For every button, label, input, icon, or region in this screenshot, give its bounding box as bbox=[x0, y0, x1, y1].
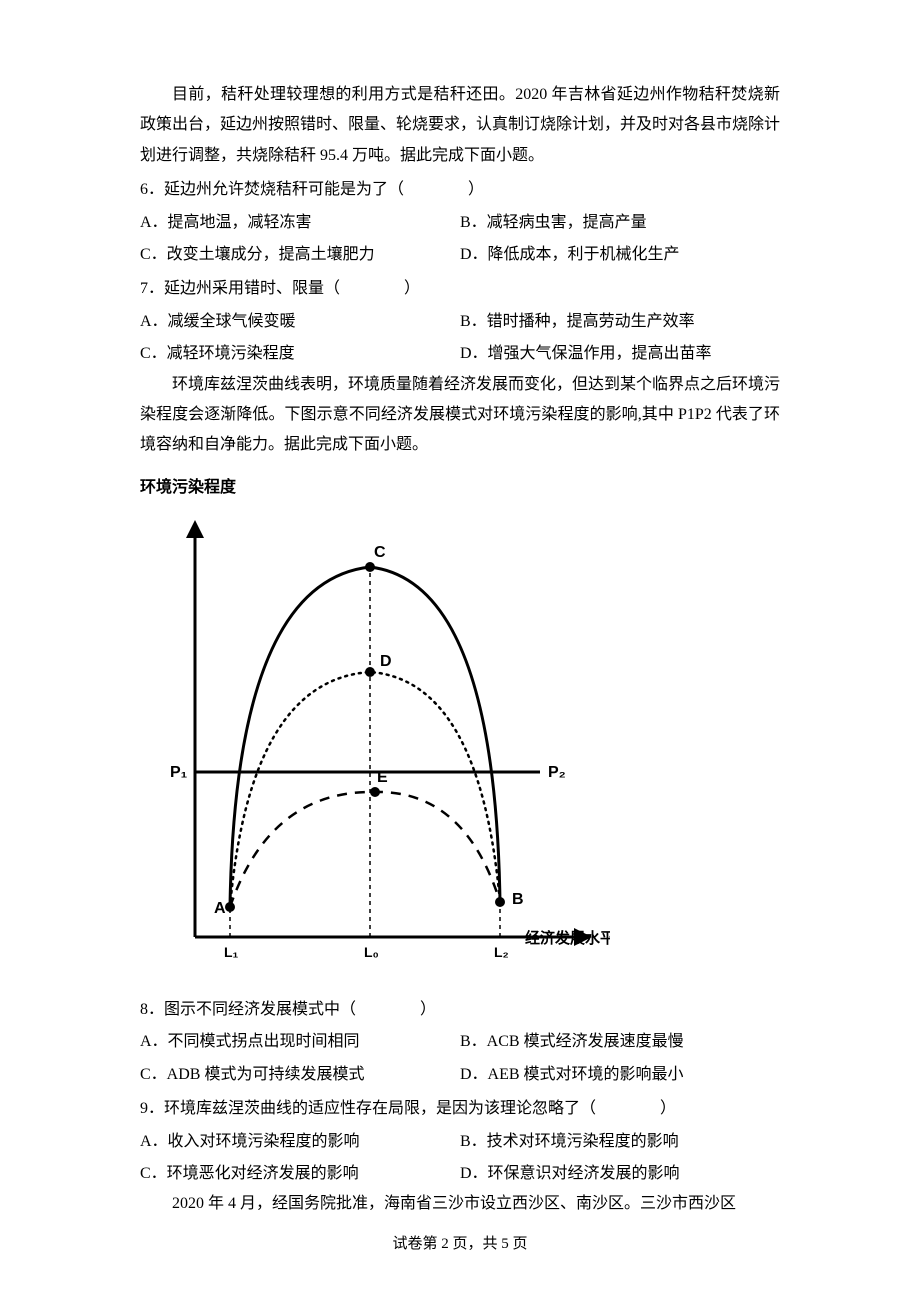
svg-text:D: D bbox=[380, 653, 392, 670]
question-8: 8．图示不同经济发展模式中（ ） A．不同模式拐点出现时间相同 B．ACB 模式… bbox=[140, 995, 780, 1090]
svg-text:经济发展水平: 经济发展水平 bbox=[525, 929, 610, 947]
page-footer: 试卷第 2 页，共 5 页 bbox=[140, 1230, 780, 1259]
q6-opt-a: A．提高地温，减轻冻害 bbox=[140, 208, 460, 238]
svg-text:L₁: L₁ bbox=[224, 944, 239, 960]
q9-opt-b: B．技术对环境污染程度的影响 bbox=[460, 1127, 780, 1157]
svg-text:P₂: P₂ bbox=[548, 764, 566, 781]
q7-opt-d: D．增强大气保温作用，提高出苗率 bbox=[460, 339, 780, 369]
passage-1: 目前，秸秆处理较理想的利用方式是秸秆还田。2020 年吉林省延边州作物秸秆焚烧新… bbox=[140, 80, 780, 171]
q9-stem: 9．环境库兹涅茨曲线的适应性存在局限，是因为该理论忽略了（ ） bbox=[140, 1094, 780, 1124]
q9-opt-d: D．环保意识对经济发展的影响 bbox=[460, 1159, 780, 1189]
question-9: 9．环境库兹涅茨曲线的适应性存在局限，是因为该理论忽略了（ ） A．收入对环境污… bbox=[140, 1094, 780, 1189]
svg-text:E: E bbox=[377, 769, 388, 786]
svg-text:P₁: P₁ bbox=[170, 764, 188, 781]
q6-opt-b: B．减轻病虫害，提高产量 bbox=[460, 208, 780, 238]
q6-opt-d: D．降低成本，利于机械化生产 bbox=[460, 240, 780, 270]
q8-stem: 8．图示不同经济发展模式中（ ） bbox=[140, 995, 780, 1025]
passage-2: 环境库兹涅茨曲线表明，环境质量随着经济发展而变化，但达到某个临界点之后环境污染程… bbox=[140, 370, 780, 461]
kuznets-chart: A B C D E P₁ P₂ L₁ L₀ L₂ 经济发展水平 bbox=[140, 507, 610, 987]
q8-opt-c: C．ADB 模式为可持续发展模式 bbox=[140, 1060, 460, 1090]
q9-opt-c: C．环境恶化对经济发展的影响 bbox=[140, 1159, 460, 1189]
chart-y-title: 环境污染程度 bbox=[140, 473, 780, 503]
svg-text:A: A bbox=[214, 900, 226, 917]
q8-opt-d: D．AEB 模式对环境的影响最小 bbox=[460, 1060, 780, 1090]
svg-text:B: B bbox=[512, 891, 524, 908]
q8-opt-a: A．不同模式拐点出现时间相同 bbox=[140, 1027, 460, 1057]
svg-text:C: C bbox=[374, 544, 386, 561]
q7-opt-b: B．错时播种，提高劳动生产效率 bbox=[460, 307, 780, 337]
question-7: 7．延边州采用错时、限量（ ） A．减缓全球气候变暖 B．错时播种，提高劳动生产… bbox=[140, 274, 780, 369]
passage-3: 2020 年 4 月，经国务院批准，海南省三沙市设立西沙区、南沙区。三沙市西沙区 bbox=[140, 1189, 780, 1219]
q9-opt-a: A．收入对环境污染程度的影响 bbox=[140, 1127, 460, 1157]
q7-opt-a: A．减缓全球气候变暖 bbox=[140, 307, 460, 337]
q6-opt-c: C．改变土壤成分，提高土壤肥力 bbox=[140, 240, 460, 270]
q8-opt-b: B．ACB 模式经济发展速度最慢 bbox=[460, 1027, 780, 1057]
q7-opt-c: C．减轻环境污染程度 bbox=[140, 339, 460, 369]
q7-stem: 7．延边州采用错时、限量（ ） bbox=[140, 274, 780, 304]
question-6: 6．延边州允许焚烧秸秆可能是为了（ ） A．提高地温，减轻冻害 B．减轻病虫害，… bbox=[140, 175, 780, 270]
svg-text:L₂: L₂ bbox=[494, 944, 509, 960]
svg-text:L₀: L₀ bbox=[364, 944, 379, 960]
q6-stem: 6．延边州允许焚烧秸秆可能是为了（ ） bbox=[140, 175, 780, 205]
